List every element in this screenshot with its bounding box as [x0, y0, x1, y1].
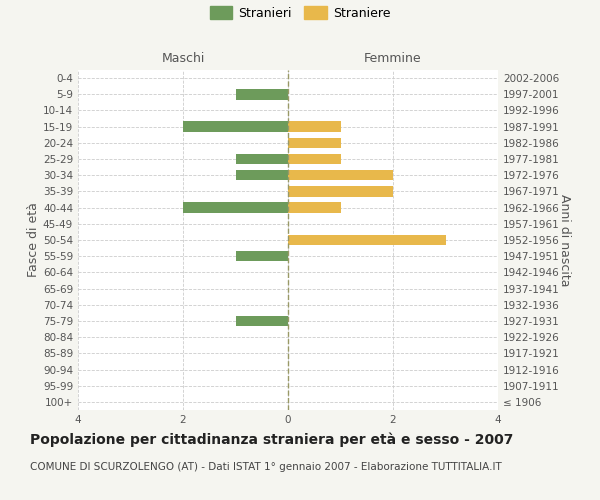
Text: Maschi: Maschi: [161, 52, 205, 65]
Bar: [288, 122, 341, 132]
Bar: [235, 316, 288, 326]
Text: Femmine: Femmine: [364, 52, 422, 65]
Bar: [235, 251, 288, 262]
Bar: [288, 202, 341, 213]
Text: Popolazione per cittadinanza straniera per età e sesso - 2007: Popolazione per cittadinanza straniera p…: [30, 432, 514, 447]
Legend: Stranieri, Straniere: Stranieri, Straniere: [209, 6, 391, 20]
Bar: [288, 154, 341, 164]
Bar: [288, 234, 445, 246]
Y-axis label: Anni di nascita: Anni di nascita: [558, 194, 571, 286]
Bar: [288, 186, 393, 196]
Bar: [183, 202, 288, 213]
Text: COMUNE DI SCURZOLENGO (AT) - Dati ISTAT 1° gennaio 2007 - Elaborazione TUTTITALI: COMUNE DI SCURZOLENGO (AT) - Dati ISTAT …: [30, 462, 502, 472]
Bar: [235, 89, 288, 100]
Bar: [235, 170, 288, 180]
Bar: [288, 138, 341, 148]
Bar: [235, 154, 288, 164]
Y-axis label: Fasce di età: Fasce di età: [27, 202, 40, 278]
Bar: [288, 170, 393, 180]
Bar: [183, 122, 288, 132]
